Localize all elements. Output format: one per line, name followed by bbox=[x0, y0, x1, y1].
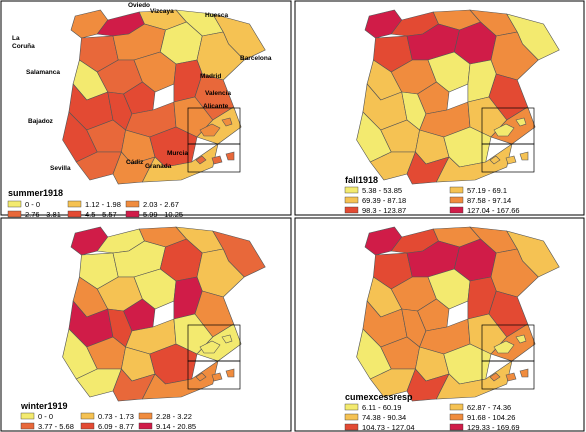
legend-swatch bbox=[80, 422, 95, 430]
city-label: Vizcaya bbox=[150, 8, 174, 15]
legend-fall1918: 5.38 - 53.85 57.19 - 69.1 69.39 - 87.18 87.… bbox=[344, 186, 520, 215]
panel-title-fall1918: fall1918 bbox=[345, 175, 378, 185]
legend-swatch bbox=[449, 186, 464, 194]
legend-swatch bbox=[344, 423, 359, 431]
mainland-fall1918 bbox=[356, 9, 560, 185]
legend-swatch bbox=[80, 412, 95, 420]
legend-label: 0 - 0 bbox=[38, 412, 53, 421]
legend-swatch bbox=[344, 186, 359, 194]
mainland-summer1918 bbox=[62, 9, 266, 185]
canary-islands bbox=[489, 368, 529, 382]
legend-winter1919: 0 - 0 0.73 - 1.73 2.28 - 3.22 3.77 - 5.68 6.… bbox=[20, 412, 196, 431]
map-winter1919 bbox=[62, 226, 266, 402]
map-fall1918 bbox=[356, 9, 560, 185]
legend-label: 0 - 0 bbox=[25, 200, 40, 209]
legend-label: 2.28 - 3.22 bbox=[156, 412, 192, 421]
city-label: Cádiz bbox=[126, 159, 144, 166]
legend-label: 1.12 - 1.98 bbox=[85, 200, 121, 209]
legend-label: 5.99 - 10.25 bbox=[143, 210, 183, 219]
panel-title-winter1919: winter1919 bbox=[20, 401, 68, 411]
city-label: Madrid bbox=[200, 73, 221, 80]
balearic-islands bbox=[493, 334, 527, 354]
legend-swatch bbox=[125, 210, 140, 218]
legend-label: 2.76 - 3.81 bbox=[25, 210, 61, 219]
city-label: Barcelona bbox=[240, 55, 272, 62]
legend-swatch bbox=[449, 403, 464, 411]
legend-swatch bbox=[449, 206, 464, 214]
legend-swatch bbox=[138, 422, 153, 430]
balearic-islands bbox=[199, 334, 233, 354]
city-label: Coruña bbox=[12, 43, 35, 50]
city-label: Salamanca bbox=[26, 69, 60, 76]
legend-label: 9.14 - 20.85 bbox=[156, 422, 196, 431]
legend-swatch bbox=[67, 210, 82, 218]
province-region bbox=[141, 143, 219, 183]
balearic-islands bbox=[199, 117, 233, 137]
city-label: Huesca bbox=[205, 12, 229, 19]
legend-label: 2.03 - 2.67 bbox=[143, 200, 179, 209]
legend-summer1918: 0 - 0 1.12 - 1.98 2.03 - 2.67 2.76 - 3.81 4.… bbox=[7, 200, 183, 219]
legend-swatch bbox=[7, 200, 22, 208]
city-label: Bajadoz bbox=[28, 118, 54, 125]
legend-label: 74.38 - 90.34 bbox=[362, 413, 406, 422]
legend-swatch bbox=[449, 413, 464, 421]
city-label: Granada bbox=[145, 163, 172, 170]
city-label: La bbox=[12, 35, 20, 42]
city-label: Oviedo bbox=[128, 2, 150, 9]
map-summer1918 bbox=[62, 9, 266, 185]
canary-inset-frame bbox=[481, 360, 535, 390]
mainland-cumexcessresp bbox=[356, 226, 560, 402]
legend-label: 4.5 - 5.57 bbox=[85, 210, 117, 219]
legend-swatch bbox=[344, 206, 359, 214]
legend-label: 98.3 - 123.87 bbox=[362, 206, 406, 215]
canary-inset-frame bbox=[481, 143, 535, 173]
legend-swatch bbox=[138, 412, 153, 420]
legend-label: 5.38 - 53.85 bbox=[362, 186, 402, 195]
canary-islands bbox=[489, 151, 529, 165]
panel-title-summer1918: summer1918 bbox=[8, 188, 63, 198]
legend-label: 6.11 - 60.19 bbox=[362, 403, 401, 412]
canary-islands bbox=[195, 368, 235, 382]
legend-label: 6.09 - 8.77 bbox=[98, 422, 134, 431]
legend-swatch bbox=[7, 210, 22, 218]
city-label: Murcia bbox=[167, 150, 188, 157]
legend-label: 0.73 - 1.73 bbox=[98, 412, 134, 421]
legend-swatch bbox=[344, 413, 359, 421]
legend-label: 129.33 - 169.69 bbox=[467, 423, 520, 432]
canary-inset-frame bbox=[187, 143, 241, 173]
legend-swatch bbox=[344, 403, 359, 411]
legend-label: 57.19 - 69.1 bbox=[467, 186, 507, 195]
legend-label: 87.58 - 97.14 bbox=[467, 196, 511, 205]
mainland-winter1919 bbox=[62, 226, 266, 402]
map-cumexcessresp bbox=[356, 226, 560, 402]
legend-swatch bbox=[344, 196, 359, 204]
province-region bbox=[435, 143, 513, 183]
province-region bbox=[435, 360, 513, 400]
legend-swatch bbox=[67, 200, 82, 208]
canary-islands bbox=[195, 151, 235, 165]
legend-label: 91.68 - 104.26 bbox=[467, 413, 515, 422]
legend-swatch bbox=[20, 412, 35, 420]
legend-label: 62.87 - 74.36 bbox=[467, 403, 511, 412]
legend-swatch bbox=[449, 196, 464, 204]
legend-label: 104.73 - 127.04 bbox=[362, 423, 415, 432]
legend-label: 127.04 - 167.66 bbox=[467, 206, 520, 215]
legend-swatch bbox=[449, 423, 464, 431]
balearic-islands bbox=[493, 117, 527, 137]
city-label: Valencia bbox=[205, 90, 231, 97]
city-label: Sevilla bbox=[50, 165, 71, 172]
legend-cumexcessresp: 6.11 - 60.19 62.87 - 74.36 74.38 - 90.34 91… bbox=[344, 403, 520, 432]
legend-label: 3.77 - 5.68 bbox=[38, 422, 74, 431]
legend-swatch bbox=[20, 422, 35, 430]
legend-label: 69.39 - 87.18 bbox=[362, 196, 406, 205]
province-region bbox=[141, 360, 219, 400]
canary-inset-frame bbox=[187, 360, 241, 390]
legend-swatch bbox=[125, 200, 140, 208]
city-label: Alicante bbox=[203, 103, 229, 110]
panel-title-cumexcessresp: cumexcessresp bbox=[345, 392, 413, 402]
